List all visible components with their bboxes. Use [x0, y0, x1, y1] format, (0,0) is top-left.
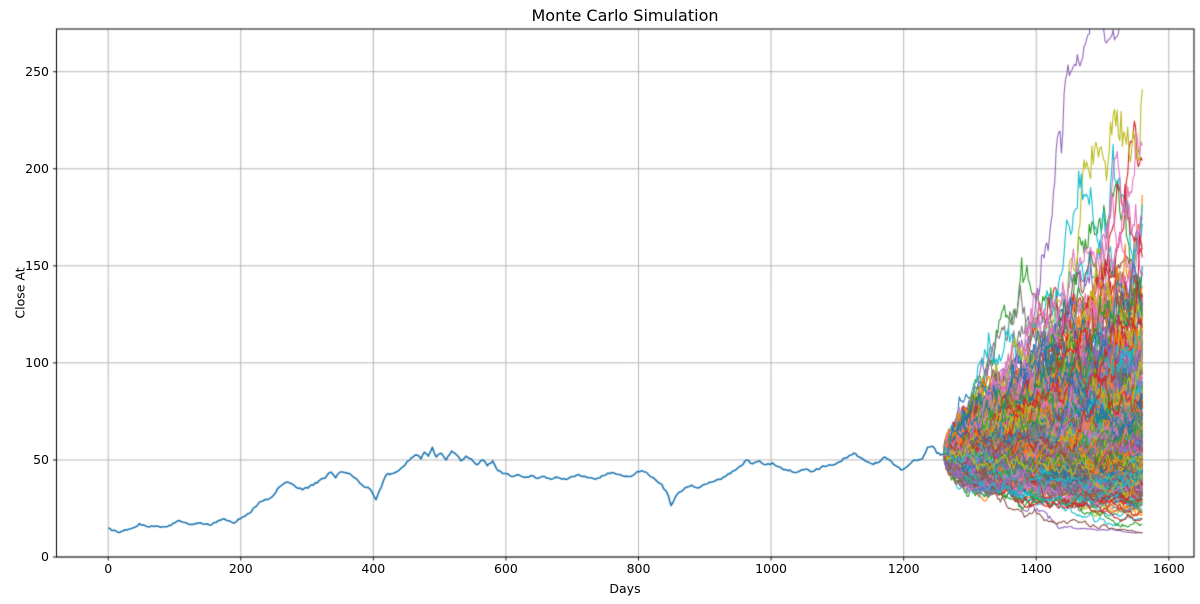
y-tick-label: 250 [25, 63, 49, 79]
y-tick-label: 0 [41, 549, 49, 564]
x-tick-label: 400 [361, 561, 386, 576]
x-tick-label: 200 [228, 561, 253, 576]
x-tick-label: 600 [493, 561, 518, 576]
y-axis-label: Close At [12, 267, 28, 319]
y-tick-label: 200 [25, 160, 49, 176]
y-tick-label: 150 [25, 257, 49, 273]
x-tick-label: 0 [104, 561, 113, 576]
y-tick-label: 50 [33, 451, 49, 467]
x-tick-label: 1400 [1020, 561, 1053, 576]
x-tick-label: 1600 [1152, 561, 1185, 576]
y-tick-label: 100 [25, 354, 49, 370]
x-tick-label: 1000 [755, 561, 787, 576]
x-tick-label: 800 [626, 561, 651, 576]
x-tick-label: 1200 [887, 561, 920, 576]
chart-title: Monte Carlo Simulation [531, 6, 719, 25]
x-axis-label: Days [609, 581, 641, 596]
